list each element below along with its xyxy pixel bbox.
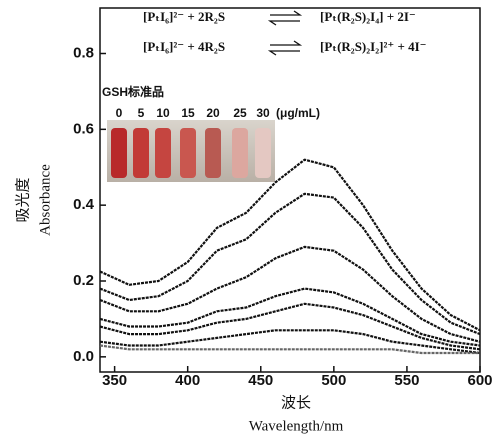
inset-title: GSH标准品 bbox=[102, 84, 164, 99]
spectrum-line bbox=[99, 287, 481, 347]
y-axis-label: Absorbance bbox=[37, 164, 53, 236]
spectrum-line bbox=[99, 192, 481, 336]
inset-photo bbox=[107, 120, 275, 182]
y-tick-label: 0.0 bbox=[73, 348, 94, 365]
equation-left: [PₜI₆]²⁻ + 4R₂S bbox=[143, 39, 225, 54]
inset-label: 30 bbox=[256, 106, 270, 120]
y-tick-label: 0.2 bbox=[73, 272, 94, 289]
y-tick-label: 0.6 bbox=[73, 120, 94, 137]
equation-right: [Pₜ(R₂S)₂I₄] + 2I⁻ bbox=[320, 9, 416, 24]
spectrum-line bbox=[99, 344, 480, 355]
inset-label: 20 bbox=[206, 106, 220, 120]
plot-frame bbox=[99, 7, 481, 373]
equation-left: [PₜI₆]²⁻ + 2R₂S bbox=[143, 9, 225, 24]
x-tick-label: 400 bbox=[175, 372, 200, 389]
inset-label: 0 bbox=[116, 106, 123, 120]
x-tick-label: 550 bbox=[394, 372, 419, 389]
inset-label: 15 bbox=[181, 106, 195, 120]
x-tick-label: 350 bbox=[102, 372, 127, 389]
inset-label: 5 bbox=[138, 106, 145, 120]
spectrum-line bbox=[99, 245, 481, 343]
equilibrium-arrow bbox=[267, 10, 303, 26]
inset-label: 10 bbox=[156, 106, 170, 120]
inset-label: (μg/mL) bbox=[276, 106, 320, 120]
x-tick-label: 600 bbox=[467, 372, 492, 389]
equation-right: [Pₜ(R₂S)₂I₂]²⁺ + 4I⁻ bbox=[320, 39, 427, 54]
x-tick-label: 450 bbox=[248, 372, 273, 389]
x-axis-label: 波长 bbox=[281, 394, 311, 411]
x-tick-label: 500 bbox=[321, 372, 346, 389]
x-axis-label: Wavelength/nm bbox=[249, 418, 344, 434]
spectrum-line bbox=[99, 158, 481, 332]
y-axis-label: 吸光度 bbox=[14, 177, 31, 222]
y-tick-label: 0.4 bbox=[73, 196, 95, 213]
inset-label: 25 bbox=[233, 106, 247, 120]
equilibrium-arrow bbox=[267, 40, 303, 56]
spectrum-line bbox=[99, 302, 481, 351]
y-tick-label: 0.8 bbox=[73, 44, 94, 61]
